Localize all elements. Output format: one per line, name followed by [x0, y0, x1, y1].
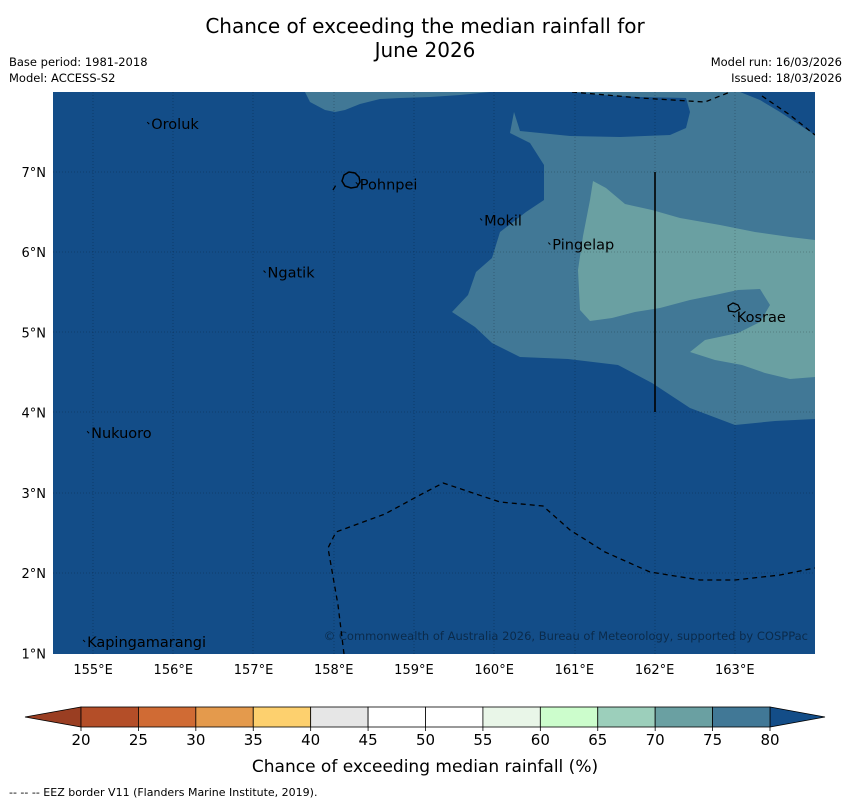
place-marker — [86, 430, 90, 434]
base-period: Base period: 1981-2018 — [9, 55, 148, 69]
model-name: Model: ACCESS-S2 — [9, 71, 116, 85]
colorbar-tick-label: 55 — [473, 731, 492, 749]
lon-tick-label: 158°E — [314, 663, 354, 678]
eez-border-south — [327, 482, 815, 654]
colorbar-tick-label: 25 — [129, 731, 148, 749]
colorbar-tick-label: 20 — [71, 731, 90, 749]
lon-tick-label: 155°E — [73, 663, 113, 678]
colorbar-tick-label: 45 — [359, 731, 378, 749]
lon-tick-label: 156°E — [154, 663, 194, 678]
colorbar-swatch — [482, 706, 541, 728]
eez-border-pohnpei — [332, 184, 337, 191]
eez-border-top-right — [761, 95, 815, 136]
contour-65-70-main — [578, 181, 815, 379]
chart-title: Chance of exceeding the median rainfall … — [0, 14, 850, 62]
longitude-axis: 155°E 156°E 157°E 158°E 159°E 160°E 161°E 162°E… — [73, 663, 754, 678]
place-label: Pohnpei — [360, 177, 418, 193]
lat-tick-label: 5°N — [22, 326, 47, 341]
model-run-date: Model run: 16/03/2026 — [710, 55, 842, 69]
place-marker — [547, 242, 551, 245]
model-info: Base period: 1981-2018 Model: ACCESS-S2 — [9, 54, 148, 86]
colorbar-tick-label: 30 — [186, 731, 205, 749]
graticule — [53, 92, 815, 654]
colorbar: 20 25 30 35 40 45 50 55 60 65 70 75 80 — [24, 706, 826, 749]
lat-tick-label: 2°N — [22, 567, 47, 582]
place-label: Ngatik — [268, 266, 316, 282]
title-line-1: Chance of exceeding the median rainfall … — [205, 14, 645, 38]
eez-footnote: -- -- -- EEZ border V11 (Flanders Marine… — [9, 786, 318, 799]
colorbar-swatch — [712, 706, 771, 728]
lat-tick-label: 1°N — [22, 648, 47, 663]
colorbar-swatch — [367, 706, 426, 728]
copyright-notice: © Commonwealth of Australia 2026, Bureau… — [324, 629, 808, 643]
place-marker — [479, 218, 483, 221]
contour-70-75-top — [305, 92, 490, 112]
colorbar-tick-label: 80 — [760, 731, 779, 749]
kosrae-island — [727, 302, 741, 313]
colorbar-swatch — [252, 706, 312, 728]
colorbar-swatch — [425, 706, 484, 728]
colorbar-tick-label: 75 — [703, 731, 722, 749]
colorbar-high-extend — [769, 706, 826, 728]
issued-date: Issued: 18/03/2026 — [731, 71, 842, 85]
lon-tick-label: 157°E — [234, 663, 274, 678]
lat-tick-label: 6°N — [22, 246, 47, 261]
colorbar-swatch — [138, 706, 197, 728]
colorbar-swatch — [539, 706, 599, 728]
lat-tick-label: 7°N — [22, 166, 47, 181]
colorbar-swatch — [597, 706, 656, 728]
place-marker — [146, 121, 150, 125]
colorbar-swatch — [654, 706, 713, 728]
colorbar-tick-label: 60 — [531, 731, 550, 749]
place-marker — [732, 314, 736, 318]
eez-border-top — [571, 92, 732, 103]
latitude-axis: 1°N 2°N 3°N 4°N 5°N 6°N 7°N — [22, 166, 47, 663]
lon-tick-label: 162°E — [635, 663, 675, 678]
run-info: Model run: 16/03/2026 Issued: 18/03/2026 — [711, 54, 842, 86]
place-marker — [263, 270, 266, 273]
colorbar-swatch — [80, 706, 139, 728]
place-label: Pingelap — [552, 238, 614, 254]
colorbar-swatch — [310, 706, 369, 728]
colorbar-tick-label: 50 — [416, 731, 435, 749]
place-label: Kosrae — [737, 310, 786, 326]
colorbar-tick-label: 65 — [588, 731, 607, 749]
colorbar-label: Chance of exceeding median rainfall (%) — [251, 757, 599, 777]
pohnpei-island — [341, 171, 361, 189]
colorbar-low-extend — [24, 706, 82, 728]
title-line-2: June 2026 — [374, 38, 476, 62]
lon-tick-label: 160°E — [474, 663, 514, 678]
eez-borders — [327, 92, 815, 654]
lon-tick-label: 161°E — [555, 663, 595, 678]
colorbar-tick-label: 35 — [244, 731, 263, 749]
place-marker — [82, 639, 86, 643]
colorbar-tick-label: 70 — [646, 731, 665, 749]
place-label: Oroluk — [151, 117, 199, 133]
place-label: Nukuoro — [91, 426, 152, 442]
place-marker — [355, 181, 359, 185]
place-label: Kapingamarangi — [87, 635, 206, 651]
place-labels: Oroluk Pohnpei Mokil Pingelap Ngatik Kosrae Nu… — [82, 117, 786, 651]
lon-tick-label: 159°E — [394, 663, 434, 678]
lat-tick-label: 4°N — [22, 407, 47, 422]
place-label: Mokil — [484, 213, 522, 229]
colorbar-tick-label: 40 — [301, 731, 320, 749]
lat-tick-label: 3°N — [22, 487, 47, 502]
lon-tick-label: 163°E — [715, 663, 755, 678]
colorbar-swatch — [195, 706, 254, 728]
